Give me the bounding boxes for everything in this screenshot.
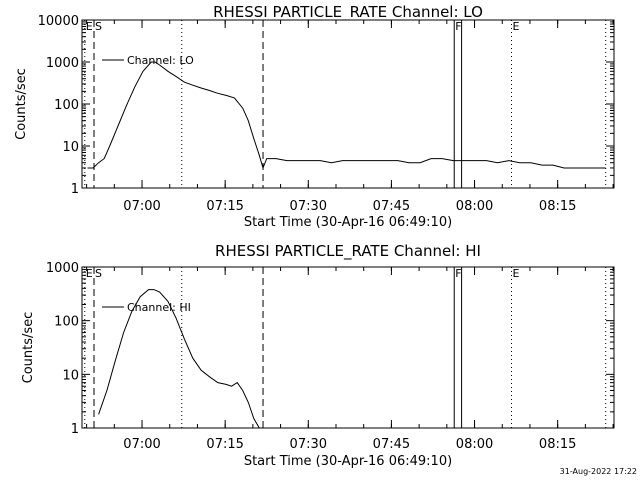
x-tick-label: 08:00: [456, 437, 493, 452]
x-tick-label: 07:30: [290, 199, 327, 214]
y-tick-label: 10000: [38, 14, 79, 29]
event-marker-label: E: [86, 20, 93, 33]
x-tick-label: 07:45: [373, 199, 410, 214]
x-tick-label: 07:15: [206, 437, 243, 452]
event-marker-label: S: [95, 20, 102, 33]
y-tick-label: 1: [71, 422, 79, 437]
plot-frame: [81, 266, 615, 429]
event-marker-label: E: [86, 267, 93, 280]
series-line: [98, 289, 260, 429]
y-tick-label: 10: [62, 140, 79, 155]
y-tick-label: 1000: [46, 56, 79, 71]
event-marker-label: S: [95, 267, 102, 280]
y-tick-label: 1000: [46, 261, 79, 276]
x-tick-label: 08:15: [539, 437, 576, 452]
chart-title: RHESSI PARTICLE_RATE Channel: HI: [215, 242, 481, 261]
x-tick-label: 07:00: [123, 199, 160, 214]
lo-channel-chart: RHESSI PARTICLE_RATE Channel: LO 1 10 100 10…: [14, 3, 615, 230]
x-axis-label: Start Time (30-Apr-16 06:49:10): [244, 454, 452, 469]
x-axis-label: Start Time (30-Apr-16 06:49:10): [244, 215, 452, 230]
y-tick-label: 10: [62, 368, 79, 383]
series-line: [87, 61, 606, 170]
chart-title: RHESSI PARTICLE_RATE Channel: LO: [213, 3, 483, 22]
event-marker-label: E: [512, 20, 519, 33]
legend-label: Channel: LO: [127, 54, 194, 67]
x-tick-label: 07:15: [206, 199, 243, 214]
x-tick-label: 07:30: [290, 437, 327, 452]
event-marker-label: E: [512, 267, 519, 280]
legend-label: Channel: HI: [127, 301, 191, 314]
event-marker-label: F: [455, 20, 461, 33]
x-tick-label: 07:00: [123, 437, 160, 452]
plot-frame: [81, 19, 615, 189]
y-axis-label: Counts/sec: [21, 312, 36, 384]
y-axis-label: Counts/sec: [14, 68, 29, 140]
y-tick-label: 100: [54, 315, 79, 330]
x-tick-label: 08:15: [539, 199, 576, 214]
event-marker-label: F: [455, 267, 461, 280]
x-tick-label: 07:45: [373, 437, 410, 452]
footer-timestamp: 31-Aug-2022 17:22: [560, 467, 637, 476]
x-tick-label: 08:00: [456, 199, 493, 214]
y-tick-label: 1: [71, 182, 79, 197]
hi-channel-chart: RHESSI PARTICLE_RATE Channel: HI 1 10 100 10…: [21, 242, 615, 469]
y-tick-label: 100: [54, 98, 79, 113]
